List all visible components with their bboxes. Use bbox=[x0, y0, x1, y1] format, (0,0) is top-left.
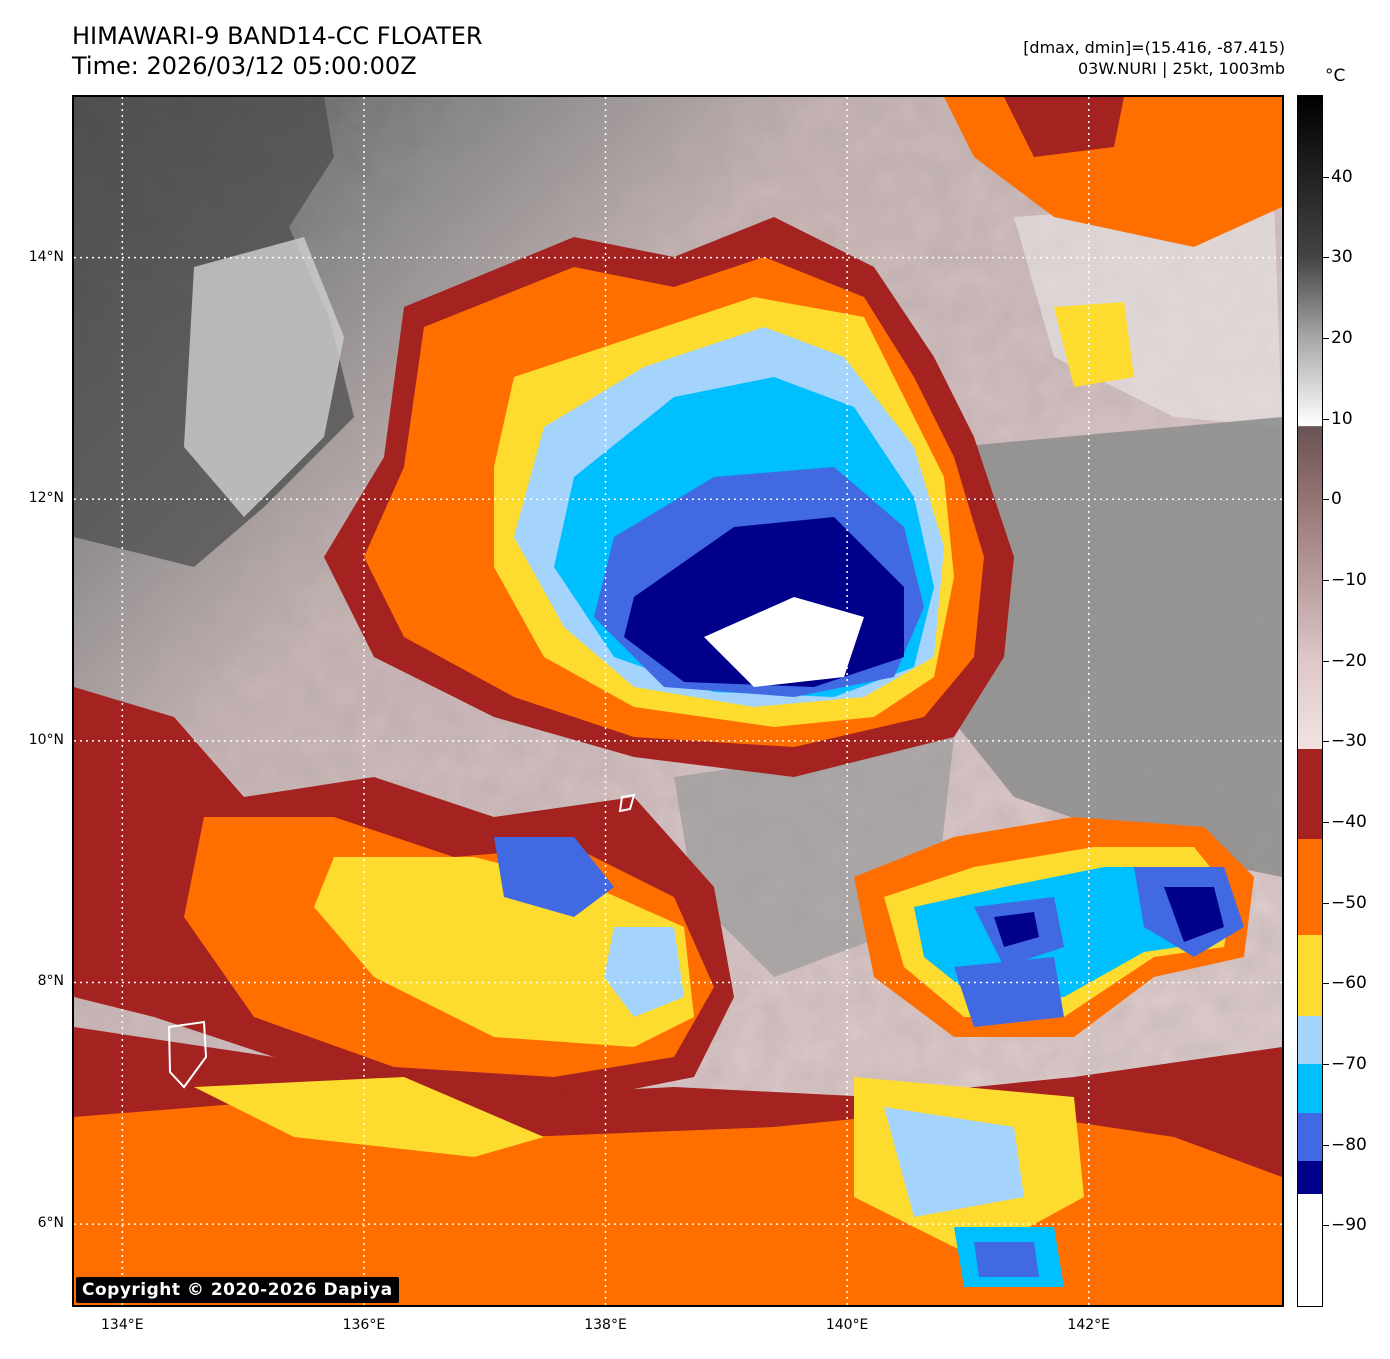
colorbar-gradient bbox=[1298, 96, 1322, 750]
colorbar-tick-label: −50 bbox=[1331, 892, 1367, 913]
ir-imagery bbox=[74, 97, 1282, 1305]
cell-southwest-minus70 bbox=[604, 927, 684, 1017]
colorbar-tick bbox=[1323, 902, 1329, 904]
colorbar-tick bbox=[1323, 338, 1329, 339]
colorbar-tick bbox=[1323, 660, 1329, 662]
colorbar-tick-label: 20 bbox=[1331, 328, 1353, 348]
band-south-west-minus60 bbox=[194, 1077, 544, 1157]
colorbar-tick-label: −80 bbox=[1331, 1134, 1367, 1155]
colorbar-tick bbox=[1323, 1144, 1329, 1146]
colorbar-tick bbox=[1323, 1225, 1329, 1227]
island-coastline-west bbox=[167, 1020, 208, 1089]
colorbar-band bbox=[1298, 1064, 1322, 1113]
colorbar-band bbox=[1298, 838, 1322, 936]
colorbar-band bbox=[1298, 1015, 1322, 1065]
colorbar-tick-label: 0 bbox=[1331, 489, 1342, 510]
longitude-label: 138°E bbox=[584, 1317, 627, 1333]
colorbar-tick-label: −70 bbox=[1331, 1054, 1367, 1074]
colorbar-tick-label: −30 bbox=[1331, 731, 1367, 752]
longitude-label: 142°E bbox=[1067, 1317, 1110, 1333]
colorbar-band bbox=[1298, 749, 1322, 839]
colorbar-tick-label: −20 bbox=[1331, 650, 1367, 671]
colorbar-tick bbox=[1323, 176, 1329, 178]
colorbar-tick bbox=[1323, 1064, 1329, 1065]
colorbar-tick bbox=[1323, 741, 1329, 743]
cell-east-b-minus82 bbox=[954, 957, 1064, 1027]
colorbar-tick-label: 40 bbox=[1331, 166, 1353, 187]
latitude-label: 10°N bbox=[28, 731, 64, 748]
latitude-label: 8°N bbox=[37, 973, 64, 990]
colorbar-tick bbox=[1323, 580, 1329, 581]
cell-east-a-minus86 bbox=[994, 912, 1039, 947]
band-northeast-minus40 bbox=[1004, 97, 1124, 157]
colorbar-band bbox=[1298, 1193, 1322, 1306]
latitude-label: 6°N bbox=[37, 1215, 64, 1232]
cell-south-minus82 bbox=[974, 1242, 1039, 1277]
colorbar-tick bbox=[1323, 822, 1329, 823]
colorbar-tick bbox=[1323, 499, 1329, 501]
colorbar-tick-label: −40 bbox=[1331, 812, 1367, 832]
satellite-map: Copyright © 2020-2026 Dapiya bbox=[72, 95, 1284, 1307]
longitude-label: 136°E bbox=[342, 1317, 386, 1333]
latitude-label: 12°N bbox=[28, 490, 64, 507]
dmax-dmin-readout: [dmax, dmin]=(15.416, -87.415) bbox=[1023, 38, 1285, 57]
colorbar-band bbox=[1298, 1112, 1322, 1162]
colorbar-tick bbox=[1323, 983, 1329, 985]
colorbar-tick-label: 30 bbox=[1331, 247, 1353, 268]
image-time: Time: 2026/03/12 05:00:00Z bbox=[72, 52, 417, 80]
colorbar bbox=[1297, 95, 1323, 1307]
band-south-east-minus70 bbox=[884, 1107, 1024, 1217]
colorbar-band bbox=[1298, 934, 1322, 1017]
colorbar-tick bbox=[1323, 418, 1329, 420]
longitude-label: 140°E bbox=[825, 1317, 869, 1333]
band-southwest-minus60 bbox=[314, 857, 694, 1047]
cell-northeast-minus60 bbox=[1054, 302, 1134, 387]
colorbar-tick-label: 10 bbox=[1331, 408, 1353, 429]
cell-east-c-minus86 bbox=[1164, 887, 1224, 942]
colorbar-band bbox=[1298, 1160, 1322, 1194]
cell-southwest-minus80 bbox=[494, 837, 614, 917]
colorbar-tick-label: −60 bbox=[1331, 973, 1367, 994]
longitude-label: 134°E bbox=[101, 1317, 144, 1333]
warm-region-east bbox=[934, 417, 1282, 877]
colorbar-unit: °C bbox=[1325, 66, 1346, 86]
latitude-label: 14°N bbox=[28, 248, 64, 265]
copyright-label: Copyright © 2020-2026 Dapiya bbox=[76, 1277, 399, 1303]
storm-info: 03W.NURI | 25kt, 1003mb bbox=[1077, 59, 1285, 78]
colorbar-tick bbox=[1323, 257, 1329, 259]
colorbar-tick-label: −10 bbox=[1331, 570, 1367, 590]
cdo-coldest-core bbox=[704, 597, 864, 687]
colorbar-tick-label: −90 bbox=[1331, 1215, 1367, 1236]
island-coastline-central bbox=[618, 793, 636, 813]
image-title: HIMAWARI-9 BAND14-CC FLOATER bbox=[72, 22, 483, 50]
low-cloud-northwest bbox=[184, 237, 344, 517]
